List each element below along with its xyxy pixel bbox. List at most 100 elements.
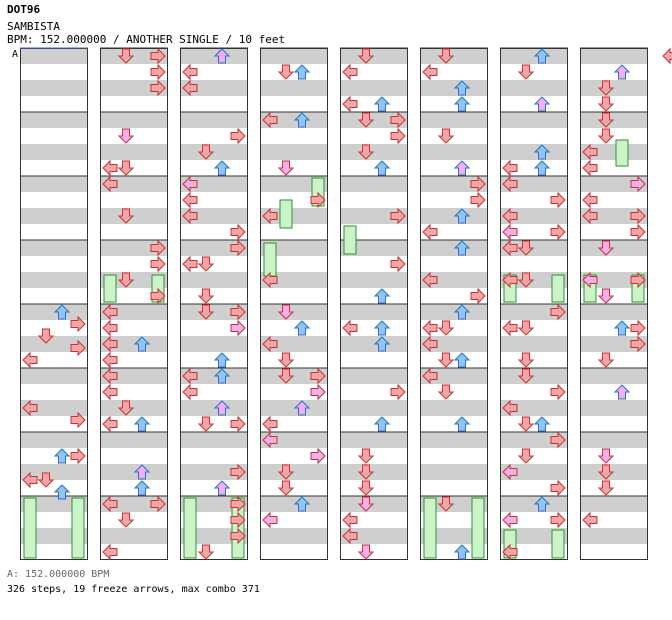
- left-arrow: [182, 79, 198, 97]
- up-arrow: [373, 336, 391, 352]
- up-arrow: [293, 320, 311, 336]
- beat-stripe: [180, 48, 248, 64]
- column-border: [260, 48, 328, 560]
- right-arrow: [310, 447, 326, 465]
- left-arrow: [262, 431, 278, 449]
- down-arrow: [197, 144, 215, 160]
- down-arrow: [517, 320, 535, 336]
- beat-stripe: [340, 432, 408, 448]
- beat-stripe: [340, 336, 408, 352]
- beat-stripe: [100, 528, 168, 544]
- left-arrow: [662, 47, 672, 65]
- down-arrow: [117, 512, 135, 528]
- left-arrow: [262, 207, 278, 225]
- up-arrow: [373, 96, 391, 112]
- down-arrow: [197, 544, 215, 560]
- down-arrow: [37, 472, 55, 488]
- bpm-line: A: 152.000000 BPM: [7, 569, 110, 580]
- down-arrow: [277, 160, 295, 176]
- beat-stripe: [340, 144, 408, 160]
- left-arrow: [502, 239, 518, 257]
- left-arrow: [182, 255, 198, 273]
- beat-stripe: [100, 464, 168, 480]
- up-arrow: [373, 416, 391, 432]
- up-arrow: [453, 160, 471, 176]
- beat-stripe: [340, 304, 408, 320]
- beat-stripe: [20, 144, 88, 160]
- beat-stripe: [580, 528, 648, 544]
- beat-stripe: [20, 208, 88, 224]
- left-arrow: [422, 367, 438, 385]
- freeze-arrow: [183, 497, 197, 559]
- freeze-arrow: [71, 497, 85, 559]
- left-arrow: [422, 319, 438, 337]
- right-arrow: [630, 223, 646, 241]
- freeze-arrow: [263, 242, 277, 277]
- beat-stripe: [580, 400, 648, 416]
- freeze-arrow: [551, 274, 565, 303]
- freeze-arrow: [23, 497, 37, 559]
- right-arrow: [630, 319, 646, 337]
- beat-stripe: [340, 496, 408, 512]
- beat-stripe: [260, 48, 328, 64]
- up-arrow: [613, 320, 631, 336]
- beat-stripe: [260, 144, 328, 160]
- step-stats: 326 steps, 19 freeze arrows, max combo 3…: [7, 584, 260, 595]
- left-arrow: [502, 159, 518, 177]
- up-arrow: [613, 384, 631, 400]
- right-arrow: [150, 495, 166, 513]
- beat-stripe: [340, 176, 408, 192]
- beat-stripe: [20, 112, 88, 128]
- beat-stripe: [420, 112, 488, 128]
- column-border: [100, 48, 168, 560]
- left-arrow: [22, 399, 38, 417]
- left-arrow: [262, 335, 278, 353]
- beat-stripe: [20, 80, 88, 96]
- beat-stripe: [580, 304, 648, 320]
- up-arrow: [133, 416, 151, 432]
- down-arrow: [597, 112, 615, 128]
- beat-stripe: [420, 144, 488, 160]
- up-arrow: [213, 368, 231, 384]
- beat-stripe: [20, 304, 88, 320]
- beat-stripe: [100, 432, 168, 448]
- right-arrow: [70, 411, 86, 429]
- beat-stripe: [100, 272, 168, 288]
- up-arrow: [533, 496, 551, 512]
- down-arrow: [277, 352, 295, 368]
- beat-stripe: [20, 432, 88, 448]
- down-arrow: [597, 240, 615, 256]
- right-arrow: [470, 175, 486, 193]
- left-arrow: [22, 471, 38, 489]
- down-arrow: [437, 352, 455, 368]
- left-arrow: [102, 159, 118, 177]
- beat-stripe: [580, 496, 648, 512]
- beat-stripe: [500, 48, 568, 64]
- up-arrow: [373, 288, 391, 304]
- down-arrow: [437, 128, 455, 144]
- left-arrow: [582, 143, 598, 161]
- right-arrow: [230, 303, 246, 321]
- beat-stripe: [20, 48, 88, 64]
- left-arrow: [582, 271, 598, 289]
- beat-stripe: [260, 176, 328, 192]
- down-arrow: [117, 48, 135, 64]
- down-arrow: [597, 288, 615, 304]
- right-arrow: [230, 463, 246, 481]
- left-arrow: [102, 367, 118, 385]
- left-arrow: [502, 223, 518, 241]
- up-arrow: [293, 112, 311, 128]
- up-arrow: [453, 416, 471, 432]
- beat-stripe: [180, 336, 248, 352]
- up-arrow: [453, 96, 471, 112]
- left-arrow: [502, 511, 518, 529]
- up-arrow: [533, 160, 551, 176]
- down-arrow: [197, 288, 215, 304]
- beat-stripe: [420, 432, 488, 448]
- freeze-arrow: [471, 497, 485, 559]
- beat-stripe: [260, 496, 328, 512]
- up-arrow: [533, 96, 551, 112]
- left-arrow: [262, 271, 278, 289]
- beat-stripe: [260, 464, 328, 480]
- right-arrow: [70, 339, 86, 357]
